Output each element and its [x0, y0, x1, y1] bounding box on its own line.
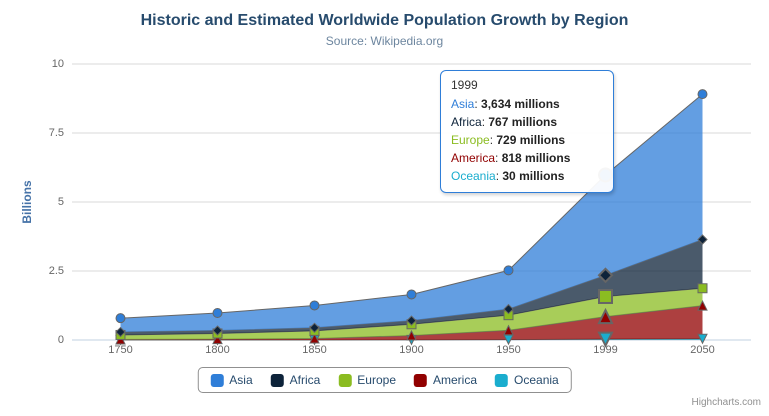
- tooltip-row-oceania: Oceania: 30 millions: [451, 169, 565, 183]
- tooltip-series-value: 3,634 millions: [477, 97, 560, 111]
- marker-america-2050[interactable]: [697, 299, 708, 311]
- y-tick-label: 10: [51, 58, 64, 70]
- tooltip-header: 1999: [451, 78, 478, 92]
- legend-item-africa[interactable]: Africa: [270, 373, 321, 387]
- x-tick-label-1800: 1800: [205, 344, 230, 356]
- legend-label: Asia: [229, 373, 253, 387]
- x-tick-label-1850: 1850: [302, 344, 327, 356]
- legend: Asia Africa Europe America Oceania: [197, 367, 572, 393]
- marker-asia-1750[interactable]: [115, 313, 126, 324]
- marker-africa-1800[interactable]: [212, 325, 223, 336]
- legend-item-asia[interactable]: Asia: [210, 373, 253, 387]
- marker-oceania-1999[interactable]: [597, 331, 614, 348]
- y-tick-label: 0: [57, 334, 64, 346]
- marker-asia-1850[interactable]: [309, 300, 320, 311]
- x-tick-label-1750: 1750: [108, 344, 133, 356]
- chart-subtitle: Source: Wikipedia.org: [325, 34, 444, 48]
- legend-label: Africa: [289, 373, 321, 387]
- marker-asia-1800[interactable]: [212, 308, 223, 319]
- marker-asia-1950[interactable]: [503, 265, 514, 276]
- tooltip-series-value: 818 millions: [498, 151, 571, 165]
- area-asia[interactable]: [120, 94, 703, 333]
- marker-america-1900[interactable]: [406, 329, 417, 341]
- tooltip-row-africa: Africa: 767 millions: [451, 115, 558, 129]
- legend-item-oceania[interactable]: Oceania: [495, 373, 559, 387]
- marker-africa-1850[interactable]: [309, 322, 320, 333]
- y-tick-label: 5: [57, 196, 64, 208]
- legend-swatch-oceania: [495, 373, 509, 387]
- marker-america-1800[interactable]: [212, 333, 223, 345]
- marker-asia-2050[interactable]: [697, 89, 708, 100]
- chart-title: Historic and Estimated Worldwide Populat…: [140, 12, 629, 29]
- legend-swatch-asia: [210, 373, 224, 387]
- marker-europe-2050[interactable]: [697, 283, 708, 294]
- tooltip: 1999 Asia: 3,634 millions Africa: 767 mil…: [440, 70, 614, 193]
- area-africa[interactable]: [120, 239, 703, 335]
- marker-africa-1750[interactable]: [115, 326, 126, 338]
- marker-africa-1950[interactable]: [503, 303, 514, 315]
- marker-africa-1999[interactable]: [597, 267, 614, 284]
- marker-europe-1999[interactable]: [598, 288, 613, 304]
- marker-asia-1900[interactable]: [406, 289, 417, 300]
- marker-oceania-2050[interactable]: [697, 333, 708, 345]
- tooltip-series-name: Asia: [451, 97, 475, 111]
- legend-swatch-europe: [338, 373, 352, 387]
- marker-africa-2050[interactable]: [697, 234, 708, 245]
- tooltip-series-value: 30 millions: [499, 169, 565, 183]
- legend-item-america[interactable]: America: [414, 373, 477, 387]
- tooltip-series-name: Africa: [451, 115, 482, 129]
- marker-africa-1900[interactable]: [406, 315, 417, 326]
- legend-label: Europe: [357, 373, 397, 387]
- x-tick-label-1950: 1950: [496, 344, 521, 356]
- tooltip-row-america: America: 818 millions: [451, 151, 571, 165]
- x-tick-label-1999: 1999: [593, 344, 618, 356]
- tooltip-row-asia: Asia: 3,634 millions: [451, 97, 560, 111]
- legend-label: Oceania: [514, 373, 559, 387]
- tooltip-series-name: America: [451, 151, 496, 165]
- tooltip-series-name: Oceania: [451, 169, 496, 183]
- marker-america-1950[interactable]: [503, 324, 514, 336]
- legend-label: America: [433, 373, 478, 387]
- tooltip-row-europe: Europe: 729 millions: [451, 133, 566, 147]
- x-tick-label-1900: 1900: [399, 344, 424, 356]
- legend-swatch-africa: [270, 373, 284, 387]
- tooltip-series-name: Europe: [451, 133, 490, 147]
- x-tick-label-2050: 2050: [690, 344, 715, 356]
- tooltip-series-value: 729 millions: [493, 133, 566, 147]
- tooltip-series-value: 767 millions: [485, 115, 558, 129]
- y-tick-label: 7.5: [48, 127, 64, 139]
- highcharts-credits-link[interactable]: Highcharts.com: [691, 397, 761, 408]
- marker-america-1999[interactable]: [597, 307, 614, 325]
- legend-swatch-america: [414, 373, 428, 387]
- area-america[interactable]: [120, 305, 703, 340]
- legend-item-europe[interactable]: Europe: [338, 373, 396, 387]
- y-tick-label: 2.5: [48, 265, 64, 277]
- marker-america-1850[interactable]: [309, 332, 320, 344]
